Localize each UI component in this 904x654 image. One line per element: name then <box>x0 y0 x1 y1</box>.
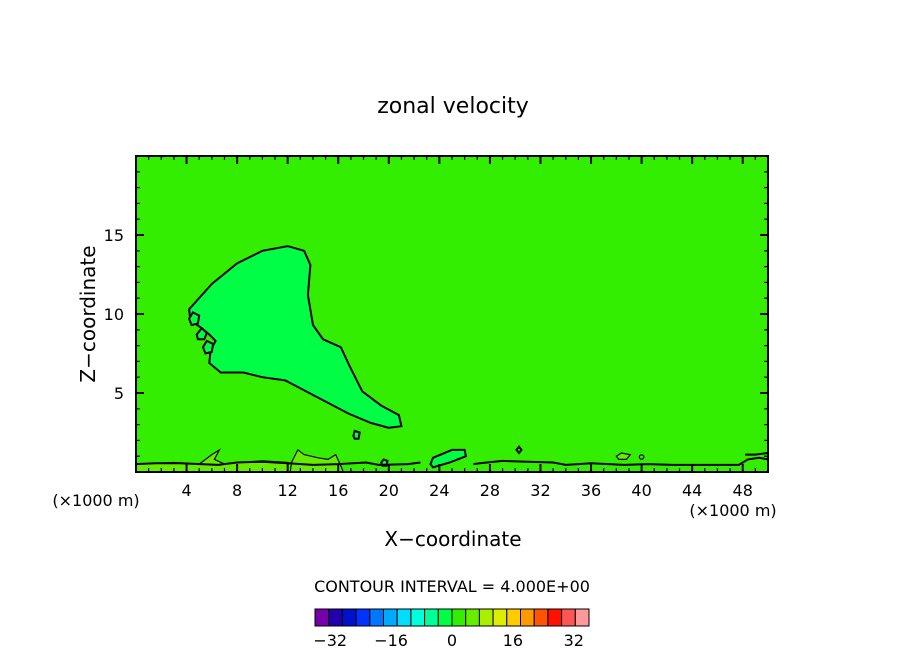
colorbar-swatch-2 <box>328 608 343 627</box>
colorbar-swatch-3 <box>341 608 357 627</box>
x-tick-label-16: 16 <box>328 481 348 500</box>
contour-region-5 <box>352 429 361 440</box>
contour-region-3 <box>195 326 208 341</box>
colorbar-swatch-15 <box>506 608 521 627</box>
colorbar-tick-label-16: 16 <box>503 631 523 650</box>
colorbar-swatch-6 <box>383 608 398 627</box>
colorbar-swatch-11 <box>451 608 467 627</box>
x-tick-label-48: 48 <box>733 481 753 500</box>
contour-region-7 <box>429 448 468 469</box>
contour-line-1 <box>135 460 421 466</box>
colorbar-swatch-20 <box>574 608 590 627</box>
colorbar <box>314 608 590 627</box>
x-tick-label-4: 4 <box>181 481 191 500</box>
plot-area <box>135 155 769 473</box>
colorbar-swatch-5 <box>369 608 384 627</box>
x-tick-label-24: 24 <box>429 481 449 500</box>
x-axis-unit-label-right: (×1000 m) <box>689 501 776 520</box>
x-axis-label: X−coordinate <box>384 527 521 551</box>
colorbar-swatch-12 <box>465 608 480 627</box>
colorbar-swatch-18 <box>547 608 563 627</box>
contour-region-2 <box>187 311 201 327</box>
contour-region-layer <box>187 245 523 469</box>
y-axis-label: Z−coordinate <box>76 245 100 382</box>
x-tick-label-12: 12 <box>278 481 298 500</box>
contour-line-2 <box>473 456 769 466</box>
x-tick-label-8: 8 <box>232 481 242 500</box>
colorbar-swatch-1 <box>314 608 330 627</box>
x-tick-label-44: 44 <box>682 481 702 500</box>
x-axis-unit-label-left: (×1000 m) <box>52 491 139 510</box>
contour-interval-label: CONTOUR INTERVAL = 4.000E+00 <box>314 577 590 596</box>
colorbar-tick-labels: −32 −16 0 16 32 <box>313 631 584 650</box>
colorbar-tick-label--32: −32 <box>313 631 347 650</box>
colorbar-swatch-7 <box>396 608 412 627</box>
x-tick-label-32: 32 <box>530 481 550 500</box>
chart-title: zonal velocity <box>377 94 529 119</box>
y-tick-label-5: 5 <box>114 384 124 403</box>
contour-line-layer <box>135 452 769 466</box>
x-tick-label-36: 36 <box>581 481 601 500</box>
x-tick-label-20: 20 <box>379 481 399 500</box>
contour-point-1 <box>638 454 645 460</box>
colorbar-swatch-9 <box>424 608 439 627</box>
colorbar-swatch-19 <box>561 608 576 627</box>
bottom-band-3 <box>615 452 632 460</box>
colorbar-swatch-8 <box>410 608 426 627</box>
colorbar-swatch-10 <box>437 608 453 627</box>
contour-point-layer <box>638 454 645 460</box>
contour-region-4 <box>201 339 215 355</box>
colorbar-swatch-13 <box>478 608 494 627</box>
contour-region-8 <box>515 445 523 455</box>
y-tick-label-15: 15 <box>104 226 124 245</box>
colorbar-tick-label-0: 0 <box>447 631 457 650</box>
bottom-band-2 <box>289 448 345 473</box>
colorbar-swatch-14 <box>492 608 508 627</box>
colorbar-tick-label-32: 32 <box>564 631 584 650</box>
colorbar-swatch-16 <box>520 608 535 627</box>
x-tick-label-40: 40 <box>631 481 651 500</box>
colorbar-swatch-17 <box>533 608 549 627</box>
colorbar-swatch-4 <box>355 608 371 627</box>
contour-line-3 <box>745 452 769 456</box>
axis-ticks <box>136 156 768 472</box>
colorbar-tick-label--16: −16 <box>374 631 408 650</box>
y-tick-label-10: 10 <box>104 305 124 324</box>
x-tick-label-28: 28 <box>480 481 500 500</box>
